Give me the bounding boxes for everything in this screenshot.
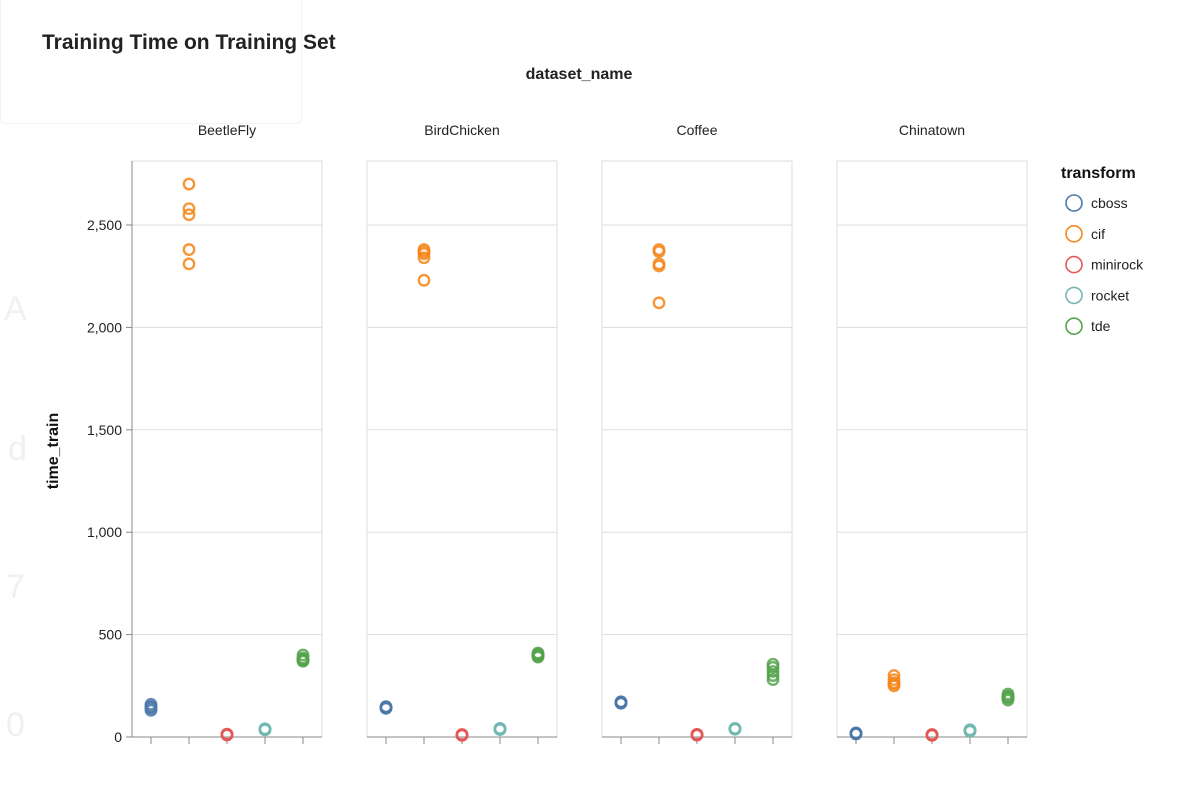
data-point	[652, 259, 666, 273]
data-point	[849, 727, 863, 741]
series-cboss	[614, 695, 628, 710]
data-point	[144, 700, 158, 714]
data-point	[379, 700, 393, 714]
facet-label: Coffee	[677, 122, 718, 138]
data-point	[728, 722, 742, 736]
legend-label-rocket: rocket	[1091, 287, 1129, 303]
data-point	[417, 273, 431, 287]
y-tick-label: 500	[99, 627, 123, 643]
data-point	[1001, 690, 1015, 704]
series-minirock	[925, 728, 939, 742]
panel-frame	[601, 160, 793, 738]
facet-panel-beetlefly: BeetleFly 0 500 1,000 1,500 2,000 2,500	[87, 122, 323, 745]
facet-panel-coffee: Coffee	[601, 122, 793, 744]
facet-header-title: dataset_name	[526, 66, 633, 83]
data-point	[182, 202, 196, 216]
legend-symbol-minirock	[1065, 255, 1083, 274]
data-point	[690, 728, 704, 742]
data-point	[963, 723, 977, 737]
legend-symbol-tde	[1065, 317, 1083, 336]
data-point	[531, 647, 545, 661]
series-rocket	[258, 722, 272, 737]
y-tick-label: 0	[114, 729, 122, 745]
data-point	[182, 177, 196, 191]
series-minirock	[690, 727, 704, 742]
series-cif	[182, 177, 196, 271]
series-tde	[1001, 687, 1015, 707]
series-rocket	[493, 721, 507, 737]
background-glyph: A	[4, 290, 27, 328]
data-point	[258, 723, 272, 736]
y-tick-label: 1,500	[87, 422, 122, 438]
series-tde	[766, 657, 780, 687]
panel-frame	[366, 160, 558, 738]
series-tde	[296, 648, 310, 668]
series-rocket	[963, 723, 977, 738]
data-point	[296, 651, 310, 665]
data-point	[887, 669, 901, 682]
series-cif	[887, 669, 901, 693]
legend-symbol-cif	[1065, 225, 1083, 243]
panel-frame	[836, 160, 1028, 738]
y-tick-label: 2,500	[87, 217, 122, 233]
data-point	[652, 245, 666, 259]
data-point	[766, 657, 780, 671]
series-cboss	[144, 697, 158, 717]
facet-panel-birdchicken: BirdChicken	[366, 122, 558, 744]
y-axis-title: time_train	[45, 413, 62, 489]
series-cif	[652, 243, 666, 310]
legend-symbol-rocket	[1065, 286, 1083, 305]
background-glyph: 0	[6, 706, 25, 744]
data-point	[182, 208, 196, 222]
panel-frame	[131, 160, 323, 738]
data-point	[652, 296, 666, 310]
legend: transform cboss cif minirock rocket tde	[1061, 165, 1144, 336]
facet-panels: BeetleFly 0 500 1,000 1,500 2,000 2,500 BirdChi…	[87, 122, 1028, 745]
facet-label: Chinatown	[899, 122, 965, 138]
background-frame	[0, 0, 302, 124]
data-point	[614, 696, 628, 710]
series-cif	[417, 243, 431, 287]
series-tde	[531, 646, 545, 664]
data-point	[887, 677, 901, 691]
y-tick-label: 2,000	[87, 319, 122, 335]
legend-label-minirock: minirock	[1091, 257, 1144, 273]
y-tick-label: 1,000	[87, 524, 122, 540]
chart-title: Training Time on Training Set	[42, 31, 336, 54]
background-glyph: 7	[6, 568, 25, 606]
data-point	[455, 728, 469, 742]
series-rocket	[728, 721, 742, 736]
data-point	[766, 673, 780, 687]
series-minirock	[455, 728, 469, 742]
series-minirock	[220, 727, 234, 742]
legend-label-cif: cif	[1091, 226, 1105, 242]
series-cboss	[379, 700, 393, 715]
legend-label-tde: tde	[1091, 318, 1111, 334]
legend-symbol-cboss	[1065, 194, 1083, 212]
legend-label-cboss: cboss	[1091, 195, 1128, 211]
series-cboss	[849, 726, 863, 741]
data-point	[417, 245, 431, 259]
data-point	[220, 727, 234, 741]
data-point	[887, 673, 901, 687]
facet-panel-chinatown: Chinatown	[836, 122, 1028, 744]
legend-title: transform	[1061, 165, 1136, 182]
data-point	[766, 665, 780, 678]
facet-label: BeetleFly	[198, 122, 256, 138]
data-point	[493, 722, 507, 736]
data-point	[182, 243, 196, 256]
data-point	[182, 257, 196, 271]
facet-label: BirdChicken	[424, 122, 499, 138]
background-glyph: d	[8, 430, 27, 468]
data-point	[925, 728, 939, 742]
data-point	[417, 251, 431, 265]
